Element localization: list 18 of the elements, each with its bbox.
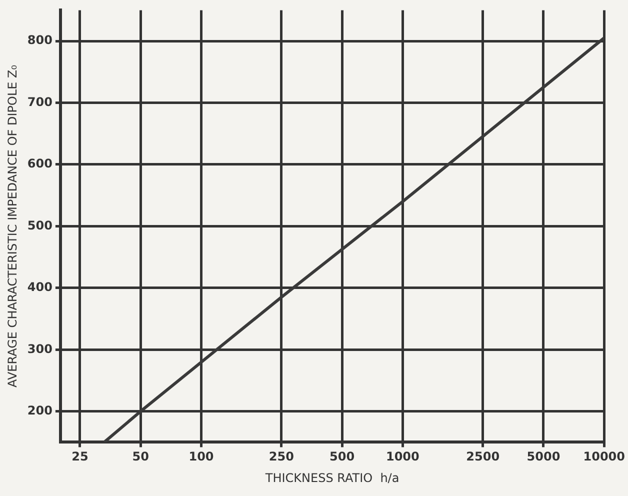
y-tick-label: 400: [27, 280, 52, 294]
x-tick-label: 100: [188, 450, 214, 464]
y-axis-title: AVERAGE CHARACTERISTIC IMPEDANCE OF DIPOLE Z₀: [5, 64, 20, 388]
y-tick-label: 300: [27, 342, 52, 356]
y-tick-label: 600: [27, 156, 52, 171]
y-tick-label: 500: [27, 218, 52, 232]
x-tick-label: 500: [330, 450, 355, 464]
x-tick-label: 2500: [466, 450, 500, 464]
x-tick-label: 5000: [526, 450, 560, 464]
x-tick-label: 1000: [386, 450, 420, 464]
y-tick-label: 800: [27, 33, 52, 48]
y-tick-label: 200: [27, 403, 52, 418]
x-tick-label: 10000: [583, 450, 625, 464]
x-axis-title: THICKNESS RATIO h/a: [264, 470, 400, 485]
x-tick-label: 25: [72, 450, 88, 464]
x-tick-label: 250: [268, 450, 294, 464]
x-tick-label: 50: [132, 450, 149, 464]
y-tick-label: 700: [27, 94, 52, 109]
